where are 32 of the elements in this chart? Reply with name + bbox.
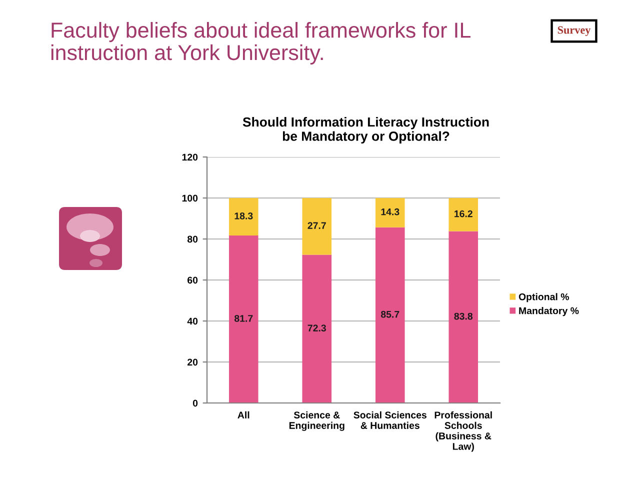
y-tick-label: 20 bbox=[187, 358, 198, 366]
chart-title: Should Information Literacy Instruction be Mandatory or Optional? bbox=[242, 117, 489, 144]
bar bbox=[375, 227, 405, 403]
data-label: 14.3 bbox=[381, 208, 400, 216]
bar bbox=[448, 231, 478, 403]
text: Survey bbox=[558, 26, 591, 36]
y-tick-label: 40 bbox=[187, 318, 198, 325]
data-label: 72.3 bbox=[308, 324, 326, 332]
y-tick-label: 80 bbox=[187, 236, 198, 243]
y-tick-label: 0 bbox=[192, 400, 198, 407]
bar bbox=[228, 236, 258, 403]
bar bbox=[302, 254, 332, 403]
data-label: 27.7 bbox=[308, 222, 326, 229]
bar bbox=[228, 198, 258, 236]
x-tick-label: Professional Schools (Business & Law) bbox=[434, 411, 492, 452]
y-tick-label: 100 bbox=[182, 194, 198, 202]
legend-label: Mandatory % bbox=[519, 307, 579, 316]
y-tick-label: 60 bbox=[188, 276, 198, 284]
y-tick-label: 120 bbox=[182, 154, 198, 161]
data-label: 18.3 bbox=[234, 212, 253, 220]
data-label: 81.7 bbox=[234, 314, 253, 322]
x-tick-label: Science & Engineering bbox=[289, 411, 344, 431]
bar bbox=[375, 198, 405, 228]
x-tick-label: Social Sciences & Humanties bbox=[354, 411, 426, 429]
legend-label: Optional % bbox=[518, 293, 570, 302]
bar bbox=[302, 198, 332, 255]
data-label: 85.7 bbox=[380, 310, 400, 318]
x-tick-label: All bbox=[238, 411, 250, 418]
data-label: 16.2 bbox=[454, 210, 472, 218]
bar bbox=[448, 198, 478, 232]
data-label: 83.8 bbox=[454, 312, 473, 320]
text: Faculty beliefs about ideal frameworks for IL instruction at York University. bbox=[51, 22, 470, 64]
